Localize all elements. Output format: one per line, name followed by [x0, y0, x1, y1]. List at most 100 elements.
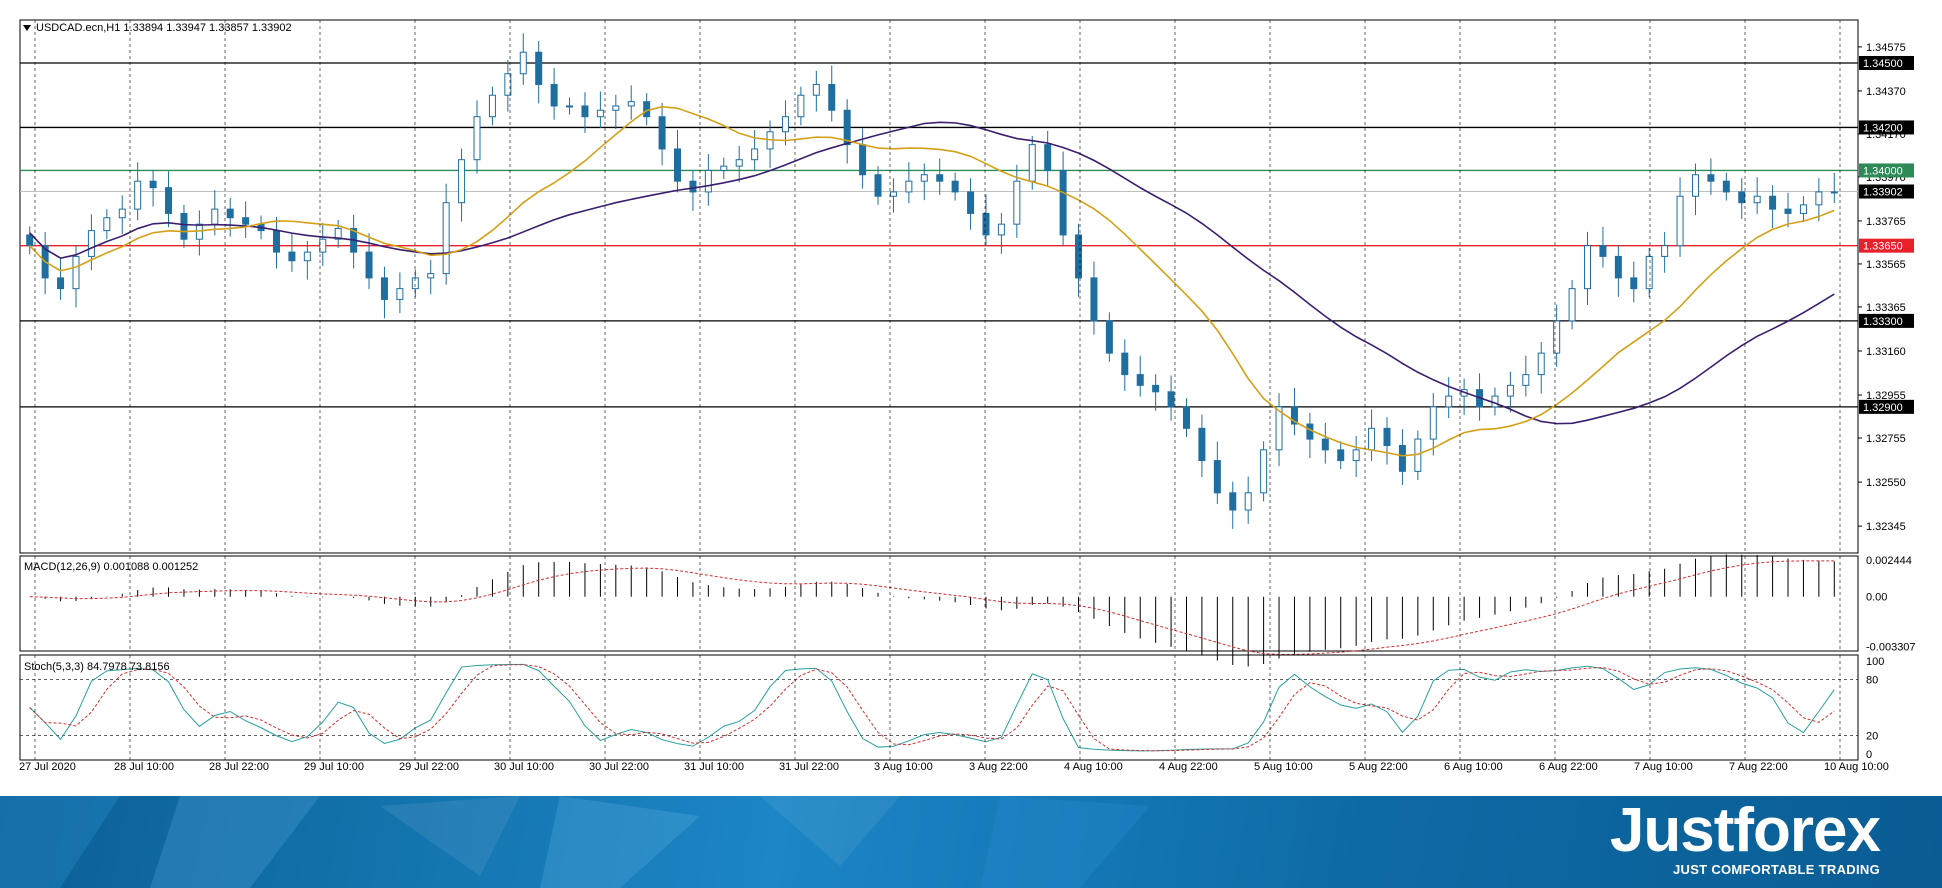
x-tick-label: 30 Jul 22:00	[589, 761, 649, 773]
stoch-y-tick: 20	[1866, 730, 1878, 742]
brand-banner: Justforex JUST COMFORTABLE TRADING	[0, 796, 1942, 888]
candle-body	[242, 217, 250, 225]
candle-body	[627, 101, 635, 107]
candle-body	[1506, 384, 1514, 397]
candle-body	[103, 217, 111, 232]
macd-panel: 0.002444 0.00 -0.003307	[19, 554, 1916, 667]
ma-fast-line	[29, 105, 1835, 457]
macd-header: MACD(12,26,9) 0.001088 0.001252	[24, 561, 198, 573]
candle-body	[1553, 320, 1561, 354]
stoch-signal-line	[29, 664, 1835, 752]
x-tick-label: 28 Jul 10:00	[114, 761, 174, 773]
candle-body	[334, 227, 342, 240]
candle-body	[643, 101, 651, 118]
candle-body	[1661, 245, 1669, 257]
candle-body	[720, 165, 728, 171]
x-tick-label: 4 Aug 22:00	[1159, 761, 1218, 773]
candle-body	[272, 230, 280, 253]
candle-body	[1044, 144, 1052, 171]
level-label: 1.34000	[1863, 165, 1903, 177]
candle-body	[180, 212, 188, 240]
x-tick-label: 7 Aug 22:00	[1729, 761, 1788, 773]
candle-body	[1584, 245, 1592, 290]
candle-body	[442, 202, 450, 275]
candle-body	[458, 159, 466, 204]
candle-body	[1799, 204, 1807, 214]
level-label-bg	[1859, 120, 1914, 135]
candle-body	[1013, 180, 1021, 225]
candle-body	[1769, 195, 1777, 210]
x-tick-label: 31 Jul 10:00	[684, 761, 744, 773]
candle-body	[951, 180, 959, 193]
macd-y-tick: -0.003307	[1866, 642, 1916, 654]
candle-body	[1707, 174, 1715, 182]
candle-body	[936, 174, 944, 182]
candle-body	[674, 148, 682, 182]
x-tick-label: 3 Aug 10:00	[874, 761, 933, 773]
candle-body	[1321, 438, 1329, 451]
candle-body	[1445, 395, 1453, 408]
candle-body	[781, 116, 789, 133]
candle-body	[982, 212, 990, 236]
candle-body	[1105, 320, 1113, 354]
candle-body	[735, 159, 743, 167]
candle-body	[288, 251, 296, 262]
candle-body	[1398, 445, 1406, 472]
stochastic-panel: 100 80 20 0	[19, 654, 1884, 761]
candle-body	[165, 187, 173, 214]
candle-body	[72, 255, 80, 290]
ma-slow-line	[29, 121, 1835, 425]
candle-body	[920, 174, 928, 182]
candle-body	[1537, 352, 1545, 376]
candle-body	[1830, 191, 1838, 194]
x-tick-label: 6 Aug 22:00	[1539, 761, 1598, 773]
candle-body	[1691, 174, 1699, 197]
level-label: 1.32900	[1863, 402, 1903, 414]
main-panel-header: USDCAD.ecn,H1 1.33894 1.33947 1.33857 1.…	[36, 22, 292, 34]
candle-body	[427, 273, 435, 279]
y-tick-label: 1.33765	[1866, 216, 1906, 228]
candle-body	[57, 277, 65, 290]
candle-body	[1229, 492, 1237, 511]
x-tick-label: 4 Aug 10:00	[1064, 761, 1123, 773]
candle-body	[1753, 195, 1761, 204]
candle-body	[1722, 180, 1730, 193]
macd-signal-line	[29, 560, 1835, 656]
x-tick-label: 28 Jul 22:00	[209, 761, 269, 773]
candle-body	[1059, 169, 1067, 236]
candle-body	[997, 223, 1005, 236]
candle-body	[828, 83, 836, 111]
candle-body	[118, 208, 126, 219]
candle-body	[1645, 255, 1653, 290]
candle-body	[1491, 395, 1499, 408]
level-label: 1.33650	[1863, 241, 1903, 253]
y-tick-label: 1.33565	[1866, 259, 1906, 271]
candle-body	[504, 73, 512, 96]
candle-body	[905, 180, 913, 193]
candle-body	[843, 109, 851, 146]
level-label-bg	[1859, 399, 1914, 414]
candle-body	[1213, 460, 1221, 494]
stoch-y-tick: 100	[1866, 656, 1884, 668]
candle-body	[1815, 191, 1823, 206]
candle-body	[1599, 245, 1607, 257]
x-tick-label: 6 Aug 10:00	[1444, 761, 1503, 773]
candle-body	[1198, 427, 1206, 462]
candle-body	[519, 51, 527, 75]
candle-body	[1290, 406, 1298, 425]
y-tick-label: 1.33365	[1866, 302, 1906, 314]
candle-body	[1075, 234, 1083, 279]
candle-body	[874, 174, 882, 197]
banner-decoration	[0, 796, 1150, 888]
brand-logo: Justforex	[1609, 796, 1881, 865]
candle-body	[134, 180, 142, 210]
candle-body	[1522, 374, 1530, 386]
candle-body	[550, 83, 558, 107]
candle-body	[1028, 144, 1036, 182]
dropdown-triangle-icon	[23, 25, 31, 31]
candle-body	[751, 148, 759, 161]
panel-border	[19, 654, 1859, 761]
candle-body	[612, 105, 620, 111]
y-tick-label: 1.34575	[1866, 42, 1906, 54]
y-tick-label: 1.32550	[1866, 477, 1906, 489]
